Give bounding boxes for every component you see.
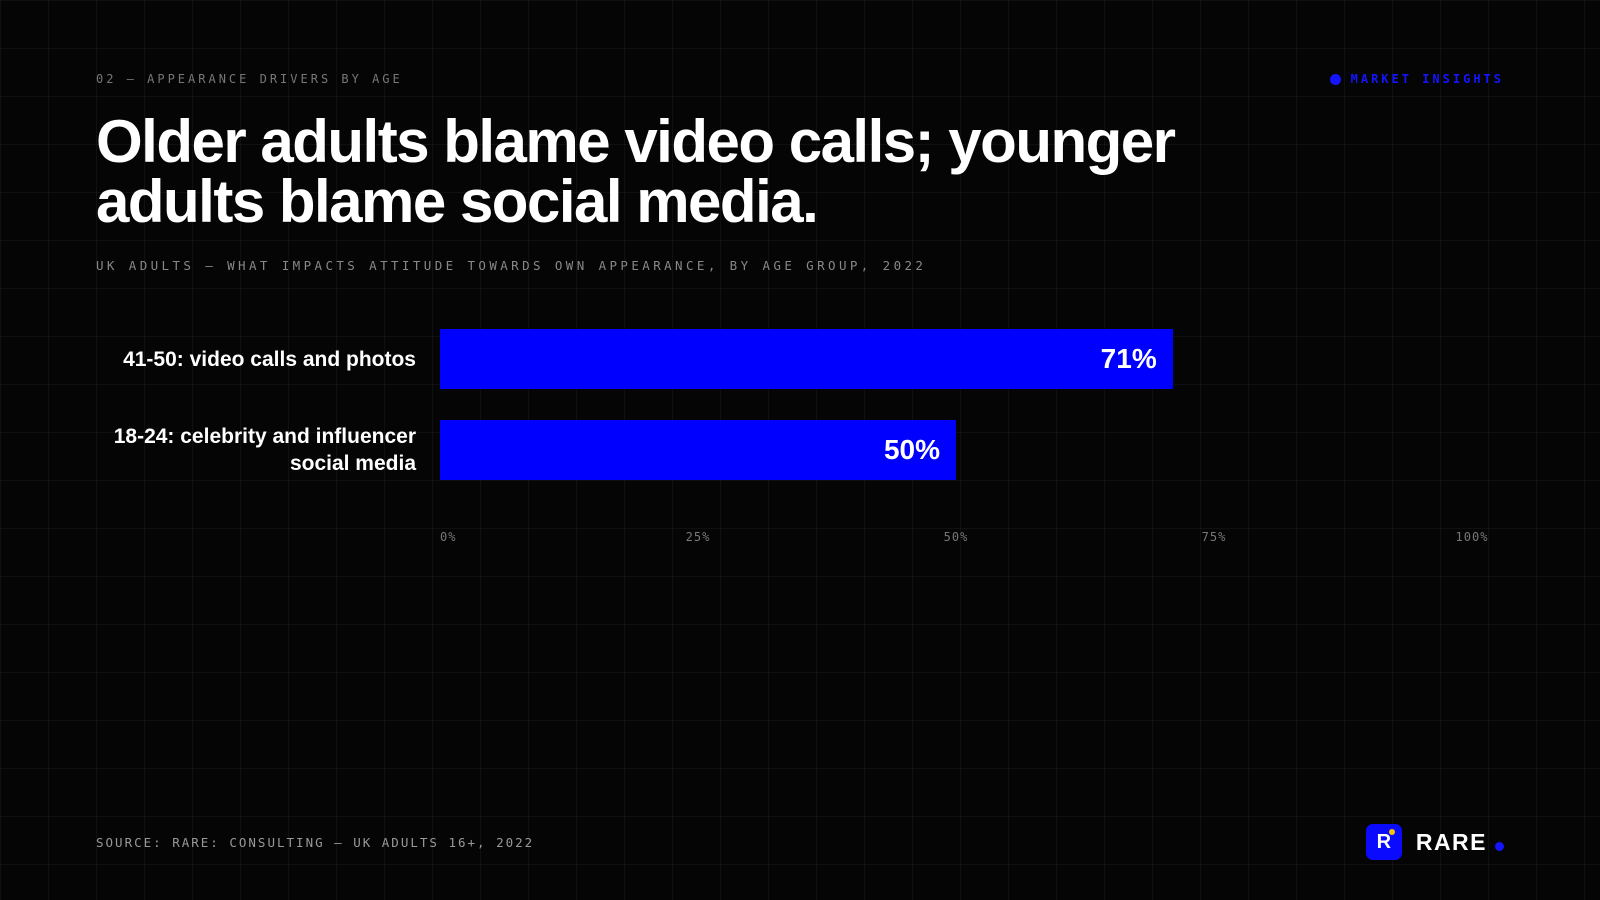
chart-subtitle: UK ADULTS — WHAT IMPACTS ATTITUDE TOWARD… — [96, 258, 927, 273]
value-label: 50% — [883, 434, 940, 465]
brand-dot — [1495, 841, 1504, 851]
brand-letter: R — [1376, 831, 1392, 853]
bar: 50% — [440, 420, 956, 480]
brand: R RARE — [1365, 824, 1504, 860]
tag: MARKET INSIGHTS — [1329, 72, 1504, 86]
bar: 71% — [440, 329, 1173, 389]
value-label: 71% — [1100, 343, 1157, 374]
x-tick-label: 100% — [1455, 530, 1489, 544]
tag-text: MARKET INSIGHTS — [1350, 72, 1504, 86]
x-tick-label: 50% — [943, 530, 969, 544]
tag-dot — [1329, 73, 1341, 85]
source: SOURCE: RARE: CONSULTING — UK ADULTS 16+… — [96, 835, 535, 850]
chart-title: Older adults blame video calls; younger … — [96, 108, 1176, 235]
brand-name: RARE — [1415, 828, 1487, 855]
category-label: 41-50: video calls and photos — [123, 347, 416, 371]
x-tick-label: 25% — [685, 530, 711, 544]
brand-accent — [1388, 829, 1395, 835]
brand-mark: R — [1365, 824, 1402, 860]
x-tick-label: 75% — [1201, 530, 1227, 544]
eyebrow: 02 — APPEARANCE DRIVERS BY AGE — [96, 72, 403, 86]
x-tick-label: 0% — [440, 530, 457, 544]
category-label: 18-24: celebrity and influencer social m… — [113, 425, 416, 475]
